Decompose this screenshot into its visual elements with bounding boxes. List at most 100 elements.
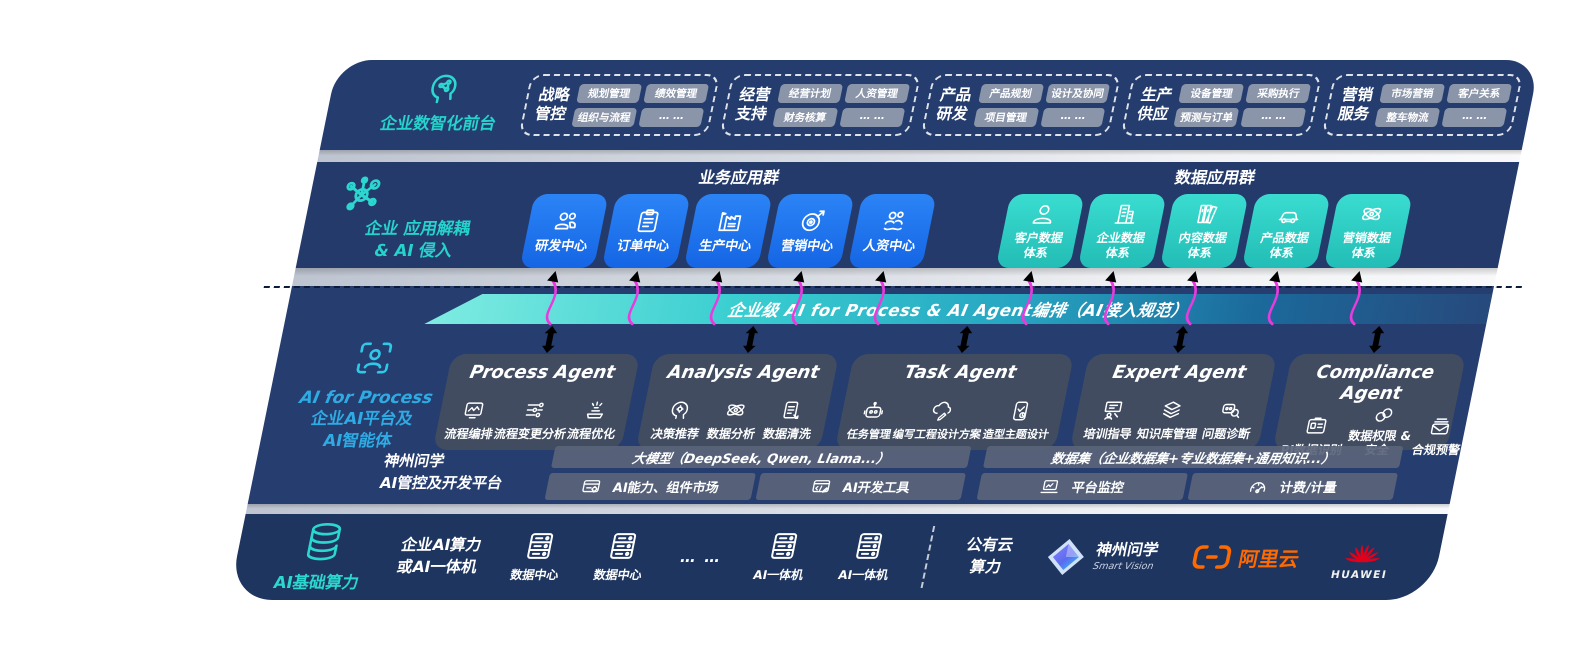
mail-alert-icon	[1428, 415, 1454, 437]
huawei-flower-logo	[1345, 544, 1380, 562]
process-agent-card: Process Agent 流程编排 流程变更分析 流程优化	[432, 354, 641, 450]
clipboard-icon	[633, 208, 664, 234]
layer-separator	[245, 504, 1450, 514]
books-icon	[1193, 202, 1222, 226]
data-content: 内容数据 体系	[1159, 194, 1249, 268]
center-order: 订单中心	[601, 194, 691, 268]
alibaba-cloud-bracket-logo	[1192, 545, 1232, 569]
large-model-bar: 大模型（DeepSeek, Qwen, Llama...）	[550, 446, 972, 468]
datacenter-node: 数据中心	[509, 531, 568, 583]
server-icon	[605, 531, 641, 561]
chip: 预测与订单	[1173, 107, 1240, 127]
target-arrow-icon	[797, 208, 828, 234]
chip: 组织与流程	[571, 107, 638, 127]
ai-appliance-node: AI一体机	[837, 531, 897, 583]
smartvision-diamond-logo	[1047, 539, 1084, 575]
data-customer: 客户数据 体系	[995, 194, 1085, 268]
ai-layer-label: AI for Process 企业AI平台及 AI智能体	[280, 338, 453, 453]
dataset-grid: 数据集（企业数据集+专业数据集+通用知识...） 平台监控 计费/计量	[976, 446, 1404, 500]
data-marketing: 营销数据 体系	[1323, 194, 1413, 268]
layers-icon	[1159, 399, 1185, 421]
updown-arrow	[1169, 326, 1191, 353]
diagnose-icon	[1218, 399, 1244, 421]
window-gear-icon	[579, 477, 603, 497]
center-production: 生产中心	[683, 194, 773, 268]
updown-arrow	[953, 326, 975, 353]
chip: 人资管理	[844, 83, 910, 103]
agent-cards: Process Agent 流程编排 流程变更分析 流程优化 Analysis …	[432, 354, 1467, 457]
user-icon	[1029, 202, 1058, 226]
group-strategy: 战略 管控 规划管理 绩效管理 组织与流程 … …	[518, 74, 720, 136]
head-circuit-icon	[667, 399, 693, 421]
data-app-group: 数据应用群 客户数据 体系 企业数据 体系 内容数据 体系	[995, 164, 1419, 268]
layer-separator	[317, 150, 1522, 162]
platform-label: 神州问学 AI管控及开发平台	[378, 452, 504, 492]
chip: 整车物流	[1374, 107, 1441, 127]
dataset-bar: 数据集（企业数据集+专业数据集+通用知识...）	[982, 446, 1404, 468]
analysis-agent-card: Analysis Agent 决策推荐 数据分析 数据清洗	[635, 354, 840, 450]
brain-circuit-icon	[423, 68, 469, 106]
compliance-agent-card: Compliance Agent PI数据识别 数据权限 & 安全 合规预警	[1272, 354, 1467, 457]
atom-icon	[723, 399, 749, 421]
updown-arrow	[739, 326, 761, 353]
dashed-divider	[920, 526, 936, 588]
billing-metering-cell: 计费/计量	[1186, 473, 1398, 500]
front-layer-title: 企业数智化前台	[378, 114, 498, 133]
business-app-group: 业务应用群 研发中心 订单中心 生产中心	[519, 164, 943, 268]
public-cloud-label: 公有云 算力	[964, 536, 1015, 576]
group-supply: 生产 供应 设备管理 采购执行 预测与订单 … …	[1120, 74, 1323, 136]
app-layer-label: 企业 应用解耦 & AI 侵入	[327, 174, 513, 263]
ai-appliance-node: AI一体机	[752, 531, 812, 583]
cloud-edit-icon	[928, 400, 954, 422]
business-group-title: 业务应用群	[697, 168, 782, 187]
document-clean-icon	[779, 399, 805, 421]
database-icon	[300, 521, 349, 564]
person-scan-icon	[350, 338, 398, 378]
center-hr: 人资中心	[847, 194, 937, 268]
group-marketing: 营销 服务 市场营销 客户关系 整车物流 … …	[1321, 74, 1524, 136]
chip: … …	[839, 107, 905, 127]
chip: … …	[1240, 107, 1307, 127]
code-tools-icon	[809, 477, 833, 497]
factory-icon	[715, 208, 746, 234]
sliders-icon	[522, 399, 548, 421]
ellipsis: … …	[678, 548, 724, 566]
chip: 绩效管理	[643, 83, 710, 103]
chip: … …	[1441, 107, 1508, 127]
chip: 设计及协同	[1044, 83, 1111, 103]
group-operation: 经营 支持 经营计划 人资管理 财务核算 … …	[719, 74, 921, 136]
workbench-icon	[583, 399, 609, 421]
task-agent-card: Task Agent 任务管理 编写工程设计方案 造型主题设计	[834, 354, 1075, 450]
gauge-icon	[1246, 477, 1270, 497]
updown-arrow	[538, 326, 560, 353]
chip: 市场营销	[1379, 83, 1446, 103]
chip: 经营计划	[777, 83, 843, 103]
infra-label: AI基础算力	[272, 521, 372, 593]
front-groups: 战略 管控 规划管理 绩效管理 组织与流程 … … 经营 支持 经营计划 人资管理 …	[518, 74, 1524, 136]
server-icon	[522, 531, 558, 561]
ai-orchestration-banner: 企业级 AI for Process & AI Agent编排（AI接入规范）	[424, 294, 1492, 324]
alibaba-cloud-logo: 阿里云	[1189, 543, 1302, 572]
huawei-logo: HUAWEI	[1330, 534, 1396, 581]
platform-row: 神州问学 AI管控及开发平台 大模型（DeepSeek, Qwen, Llama.…	[376, 446, 1404, 500]
server-icon	[851, 531, 887, 561]
platform-monitor-cell: 平台监控	[976, 473, 1188, 500]
ai-dev-tools-cell: AI开发工具	[754, 473, 966, 500]
building-icon	[1111, 202, 1140, 226]
chip: 产品规划	[977, 83, 1044, 103]
car-icon	[1275, 202, 1304, 226]
front-layer-label: 企业数智化前台	[351, 68, 534, 134]
team-icon	[551, 208, 582, 234]
expert-agent-card: Expert Agent 培训指导 知识库管理 问题诊断	[1069, 354, 1278, 450]
chip: 规划管理	[576, 83, 643, 103]
tablet-check-icon	[1007, 400, 1033, 422]
center-rnd: 研发中心	[519, 194, 609, 268]
updown-arrow	[1365, 326, 1387, 353]
id-card-icon	[1303, 415, 1329, 437]
datacenter-node: 数据中心	[592, 531, 651, 583]
chip: 采购执行	[1245, 83, 1312, 103]
people-wave-icon	[879, 208, 910, 234]
front-layer: 企业数智化前台 战略 管控 规划管理 绩效管理 组织与流程 … … 经营 支持 经营…	[319, 60, 1540, 150]
server-icon	[766, 531, 802, 561]
